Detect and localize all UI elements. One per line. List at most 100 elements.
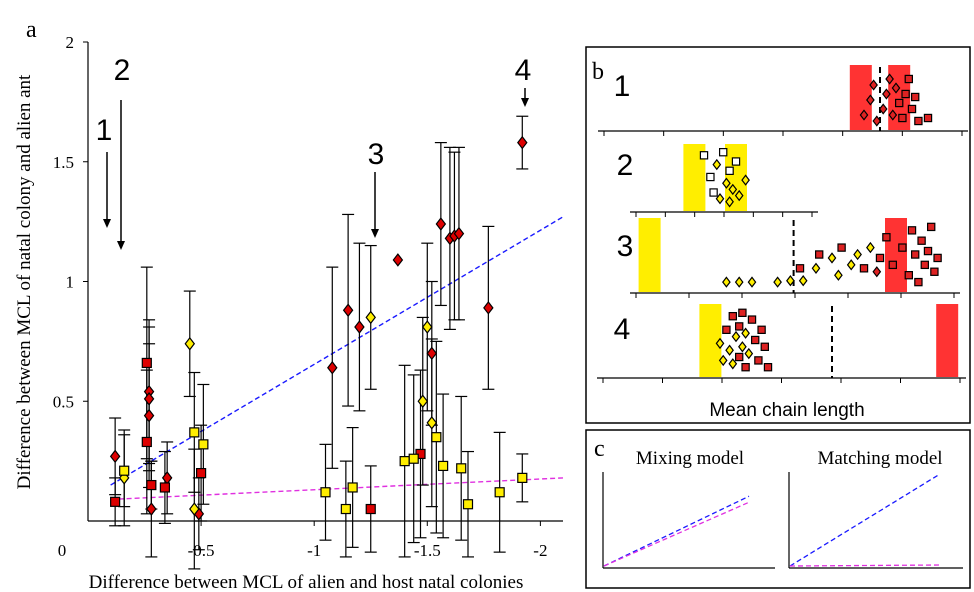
row-point [728, 183, 738, 196]
row-point [827, 252, 837, 264]
data-point [392, 253, 404, 267]
row-point [715, 193, 725, 205]
data-point [342, 303, 354, 318]
data-point [453, 226, 465, 241]
reference-bar [638, 218, 661, 292]
row-point [747, 315, 757, 324]
x-origin-label: 0 [58, 541, 67, 560]
data-point [435, 217, 447, 231]
data-point [141, 436, 152, 448]
data-point [189, 502, 200, 516]
row-point [706, 172, 715, 182]
row-point [731, 157, 741, 166]
row-point [709, 188, 718, 197]
row-point [917, 236, 926, 245]
data-point [198, 439, 209, 450]
row-point [699, 151, 709, 160]
panel-c-plot [602, 472, 963, 569]
row-point [837, 243, 846, 252]
panel-label-c: c [594, 436, 605, 462]
row-label: 2 [617, 149, 634, 182]
row-point [930, 267, 939, 276]
row-point [834, 269, 843, 281]
data-point [517, 135, 528, 150]
data-point [354, 320, 365, 334]
y-tick-label: 0.5 [53, 392, 74, 411]
row-point [738, 308, 747, 318]
model-line [603, 495, 750, 567]
row-point [754, 356, 763, 365]
data-point [320, 487, 331, 498]
data-point [483, 301, 494, 315]
row-point [888, 260, 898, 270]
row-point [923, 113, 933, 123]
row-point [869, 79, 878, 91]
data-point [365, 503, 376, 515]
x-tick-label: -1.5 [414, 541, 441, 560]
x-tick-label: -1 [307, 541, 321, 560]
data-point [426, 346, 438, 361]
y-tick-label: 1.5 [53, 153, 74, 172]
row-point [731, 330, 741, 343]
callout-arrowhead [521, 98, 529, 107]
data-point [161, 471, 173, 485]
row-point [923, 246, 933, 256]
row-point [926, 222, 936, 232]
callout-label: 2 [114, 54, 131, 87]
row-point [757, 325, 766, 335]
trend-line [110, 477, 564, 501]
data-point [431, 432, 442, 443]
callout-arrowhead [117, 241, 125, 250]
row-point [885, 73, 894, 85]
row-point [914, 277, 923, 287]
row-point [734, 352, 744, 362]
row-point [910, 250, 920, 259]
panel-b-plot: 1 2 3 4 [597, 65, 968, 383]
row-point [734, 276, 744, 288]
panel-c-title-mixing: Mixing model [636, 448, 744, 469]
row-point [725, 166, 734, 175]
data-point [110, 496, 121, 507]
data-point [365, 310, 376, 325]
row-label: 4 [614, 313, 631, 346]
row-point [872, 115, 882, 127]
row-point [859, 264, 869, 273]
row-point [712, 158, 722, 171]
row-point [715, 337, 725, 350]
row-point [920, 260, 930, 270]
data-point [159, 482, 171, 493]
panel-label-b: b [592, 59, 604, 85]
callout-label: 3 [368, 138, 385, 171]
row-point [866, 241, 875, 254]
data-point [422, 320, 433, 334]
data-point [327, 360, 338, 375]
row-point [907, 226, 917, 235]
data-point [340, 503, 351, 515]
row-point [875, 253, 885, 263]
row-point [728, 358, 738, 370]
row-point [718, 148, 728, 157]
row-point [741, 174, 750, 186]
panel-c-title-matching: Matching model [817, 448, 942, 469]
data-point [426, 415, 438, 430]
row-point [891, 82, 901, 94]
callout-arrowhead [371, 229, 379, 238]
data-point [456, 463, 467, 474]
reference-bar [683, 144, 706, 211]
data-point [494, 487, 505, 498]
data-point [408, 453, 419, 464]
row-point [814, 250, 824, 259]
callout-label: 4 [515, 54, 532, 87]
row-point [904, 271, 914, 280]
row-point [763, 363, 773, 372]
reference-bar [936, 304, 959, 377]
row-point [882, 88, 891, 100]
trend-line [110, 216, 564, 486]
row-point [846, 259, 856, 271]
data-point [462, 499, 474, 510]
row-point [734, 322, 744, 331]
data-point [438, 460, 449, 472]
y-axis-title: Difference between MCL of natal colony a… [14, 74, 35, 489]
row-point [798, 275, 808, 287]
